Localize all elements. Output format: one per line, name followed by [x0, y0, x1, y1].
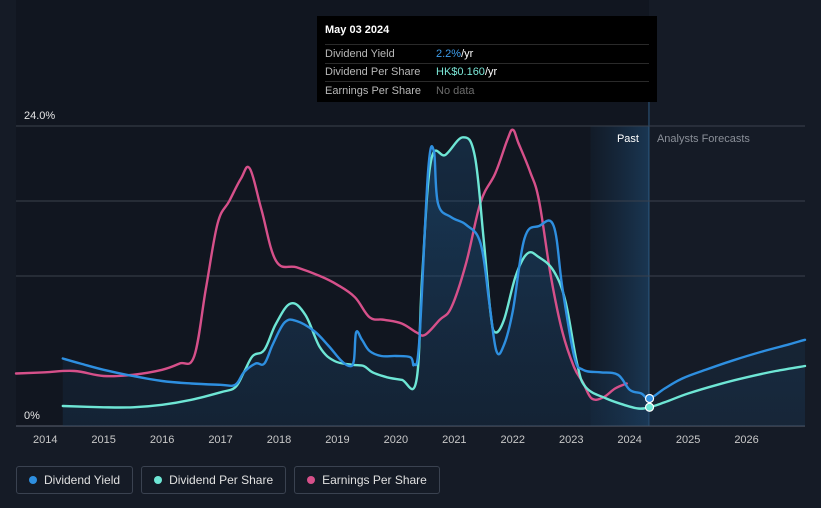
x-tick-label: 2022: [501, 434, 525, 446]
chart-legend: Dividend Yield Dividend Per Share Earnin…: [16, 466, 440, 494]
x-tick-label: 2023: [559, 434, 583, 446]
tooltip-value: HK$0.160: [436, 66, 485, 79]
x-tick-label: 2025: [676, 434, 700, 446]
area-dividend-per-share: [62, 137, 806, 426]
x-tick-label: 2024: [617, 434, 641, 446]
tooltip-date: May 03 2024: [325, 24, 390, 36]
y-tick-label: 24.0%: [24, 110, 55, 122]
x-tick-label: 2019: [325, 434, 349, 446]
chart-areas: [62, 137, 806, 426]
tooltip-value: No data: [436, 84, 475, 97]
marker-dividend-yield: [644, 393, 655, 404]
x-tick-label: 2021: [442, 434, 466, 446]
chart-lines: [14, 128, 807, 410]
chart-text: 24.0% 0% 2014 2015 2016 2017 2018 2019 2020 2021 2…: [24, 110, 759, 446]
forecast-label: Analysts Forecasts: [657, 133, 750, 145]
tooltip-row-earnings-per-share: Earnings Per Share No data: [325, 81, 649, 100]
x-tick-label: 2015: [91, 434, 115, 446]
x-tick-label: 2014: [33, 434, 57, 446]
legend-label: Earnings Per Share: [322, 473, 427, 487]
tooltip-label: Earnings Per Share: [325, 84, 421, 97]
tooltip-unit: /yr: [461, 47, 474, 60]
past-label: Past: [617, 133, 639, 145]
x-tick-label: 2020: [384, 434, 408, 446]
legend-label: Dividend Yield: [44, 473, 121, 487]
x-tick-label: 2017: [208, 434, 232, 446]
x-tick-label: 2026: [734, 434, 758, 446]
legend-item-earnings-per-share[interactable]: Earnings Per Share: [294, 466, 440, 494]
line-earnings-per-share: [14, 128, 628, 401]
tooltip-value: 2.2%: [436, 47, 462, 60]
chart-tooltip: May 03 2024 Dividend Yield 2.2% /yr Divi…: [317, 16, 657, 102]
y-tick-label: 0%: [24, 410, 40, 422]
tooltip-row-dividend-yield: Dividend Yield 2.2% /yr: [325, 44, 649, 63]
tooltip-unit: /yr: [484, 66, 498, 79]
legend-dot-icon: [29, 476, 37, 484]
legend-item-dividend-yield[interactable]: Dividend Yield: [16, 466, 134, 494]
x-tick-label: 2018: [267, 434, 291, 446]
line-dividend-per-share: [61, 136, 807, 410]
legend-item-dividend-per-share[interactable]: Dividend Per Share: [141, 466, 287, 494]
tooltip-row-dividend-per-share: Dividend Per Share HK$0.160 /yr: [325, 62, 649, 82]
legend-dot-icon: [307, 476, 316, 484]
tooltip-label: Dividend Yield: [325, 47, 395, 60]
legend-dot-icon: [154, 476, 163, 484]
chart-markers: [644, 393, 655, 412]
line-dividend-yield: [61, 145, 807, 400]
marker-dividend-per-share: [644, 402, 655, 412]
tooltip-label: Dividend Per Share: [325, 66, 421, 79]
x-tick-label: 2016: [150, 434, 174, 446]
legend-label: Dividend Per Share: [169, 473, 274, 487]
